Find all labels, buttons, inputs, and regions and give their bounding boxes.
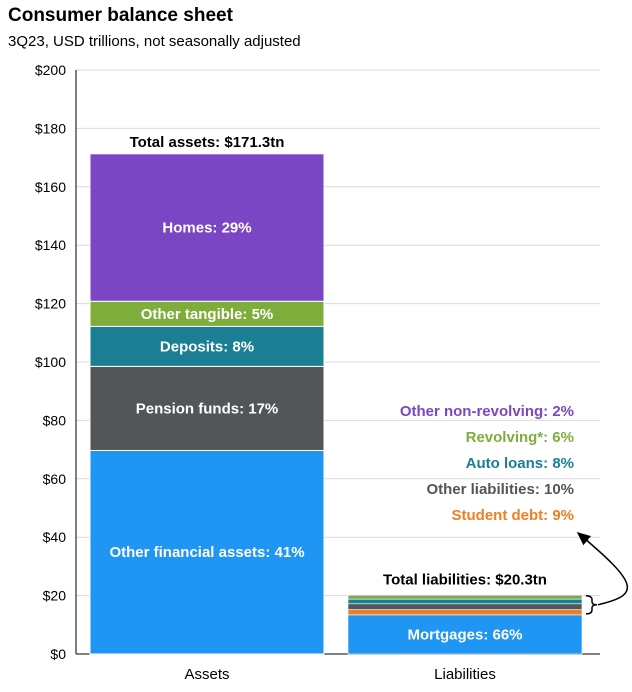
- bar-segment-other-non-revolving-2: [347, 594, 583, 597]
- side-label-student-debt-9: Student debt: 9%: [452, 507, 575, 524]
- data-label: Homes: 29%: [162, 220, 251, 237]
- chart-title: Consumer balance sheet: [8, 5, 233, 26]
- side-label-auto-loans-8: Auto loans: 8%: [466, 455, 574, 472]
- y-tick-label: $120: [35, 296, 66, 312]
- y-tick-label: $200: [35, 62, 66, 78]
- bar-segment-homes-29: [89, 153, 325, 302]
- data-label: Deposits: 8%: [160, 338, 254, 355]
- bar-segment-auto-loans-8: [347, 598, 583, 605]
- y-tick-label: $100: [35, 354, 66, 370]
- y-tick-label: $140: [35, 237, 66, 253]
- data-label: Other financial assets: 41%: [109, 544, 304, 561]
- bar-segment-other-tangible-5: [89, 300, 325, 327]
- data-label: Pension funds: 17%: [136, 400, 279, 417]
- data-label: Other tangible: 5%: [141, 306, 274, 323]
- bar-segment-other-liabilities-10: [347, 603, 583, 610]
- bar-segment-other-financial-assets-41: [89, 449, 325, 655]
- y-tick-label: $180: [35, 120, 66, 136]
- side-label-revolving-6: Revolving*: 6%: [466, 429, 574, 446]
- bar-segment-student-debt-9: [347, 609, 583, 616]
- bar-segment-pension-funds-17: [89, 365, 325, 451]
- y-tick-label: $20: [43, 588, 67, 604]
- y-tick-label: $0: [50, 646, 66, 662]
- data-label: Mortgages: 66%: [407, 626, 522, 643]
- y-tick-label: $160: [35, 179, 66, 195]
- bar-segment-revolving-6: [347, 595, 583, 600]
- x-tick-label: Assets: [184, 666, 229, 683]
- side-label-other-non-revolving-2: Other non-revolving: 2%: [400, 403, 574, 420]
- y-tick-label: $80: [43, 412, 67, 428]
- total-assets-label: Total assets: $171.3tn: [130, 134, 285, 151]
- bar-segment-deposits-8: [89, 325, 325, 367]
- bar-segment-mortgages-66: [347, 614, 583, 655]
- chart-subtitle: 3Q23, USD trillions, not seasonally adju…: [8, 33, 301, 50]
- y-tick-label: $40: [43, 529, 67, 545]
- total-liabilities-label: Total liabilities: $20.3tn: [383, 572, 547, 589]
- x-tick-label: Liabilities: [434, 666, 496, 683]
- callout-arrow: [576, 532, 628, 606]
- brace: [585, 594, 598, 615]
- side-label-other-liabilities-10: Other liabilities: 10%: [426, 481, 574, 498]
- y-tick-label: $60: [43, 471, 67, 487]
